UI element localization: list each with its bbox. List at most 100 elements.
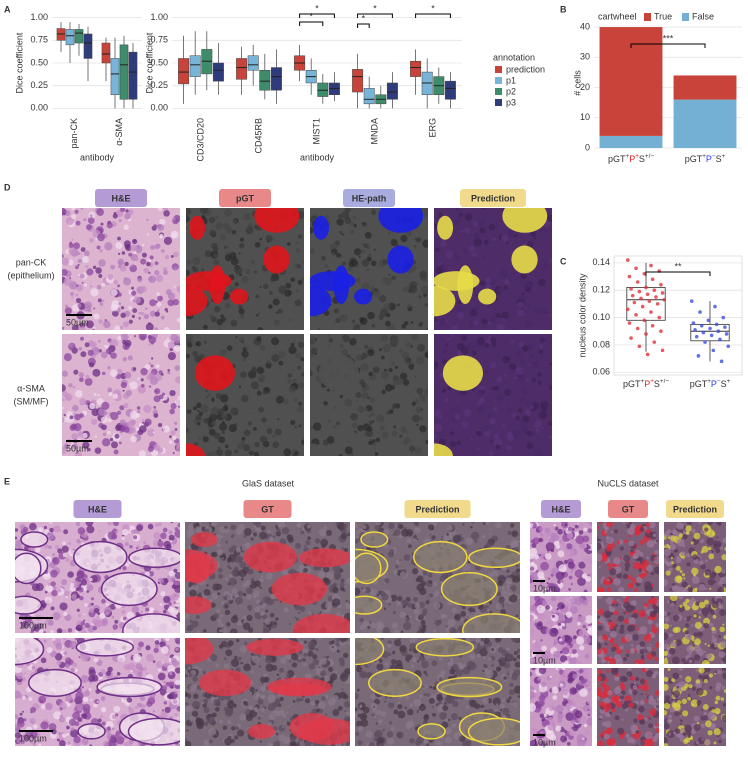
nucleus	[278, 351, 286, 359]
nucleus	[98, 259, 105, 266]
mask-region	[209, 265, 225, 304]
nucleus	[94, 608, 100, 614]
nucleus	[361, 363, 369, 371]
nucleus	[549, 543, 552, 546]
nucleus	[172, 584, 177, 589]
nucleus	[218, 568, 223, 573]
nucleus	[432, 713, 436, 717]
nucleus	[162, 709, 164, 711]
nucleus	[485, 520, 490, 525]
nucleus	[384, 701, 386, 703]
nucleus	[361, 382, 366, 387]
nucleus	[405, 723, 412, 730]
nucleus	[169, 571, 175, 577]
nucleus	[184, 738, 187, 741]
nucleus	[516, 615, 518, 617]
nucleus	[723, 537, 729, 543]
nucleus	[92, 369, 100, 377]
nucleus	[332, 709, 339, 716]
nucleus	[80, 274, 85, 279]
nucleus	[168, 352, 176, 360]
legend-label: True	[654, 11, 672, 21]
nucleus	[388, 523, 394, 529]
nucleus	[431, 434, 437, 440]
nucleus	[121, 536, 125, 540]
nucleus	[408, 544, 412, 548]
significance-label: *	[431, 3, 435, 13]
nucleus	[154, 244, 159, 249]
nucleus	[347, 711, 351, 715]
nucleus	[559, 540, 561, 542]
nucleus	[65, 596, 67, 598]
scale-label: 50µm	[66, 443, 89, 453]
legend-swatch	[682, 13, 689, 21]
nucleus	[125, 563, 129, 567]
nucleus	[515, 350, 521, 356]
legend-swatch	[495, 66, 502, 73]
nucleus	[110, 352, 117, 359]
nucleus	[339, 454, 342, 457]
nucleus	[506, 584, 510, 588]
nucleus	[119, 219, 122, 222]
nucleus	[388, 232, 391, 235]
nucleus	[23, 718, 26, 721]
nucleus	[416, 237, 421, 242]
nucleus	[489, 224, 495, 230]
nucleus	[33, 744, 36, 747]
nucleus	[187, 624, 193, 630]
nucleus	[266, 664, 274, 672]
nucleus	[43, 631, 45, 633]
nucleus	[379, 295, 386, 302]
nucleus	[351, 259, 358, 266]
nucleus	[192, 701, 200, 709]
nucleus	[220, 234, 226, 240]
nucleus	[76, 284, 79, 287]
nucleus	[215, 664, 219, 668]
nucleus	[171, 255, 174, 258]
nucleus	[44, 526, 47, 529]
nucleus	[57, 628, 63, 634]
nucleus	[342, 688, 344, 690]
nucleus	[419, 417, 423, 421]
panel-label: C	[560, 256, 567, 266]
mask-region	[416, 639, 473, 656]
nucleus	[254, 580, 260, 586]
nucleus	[133, 535, 137, 539]
nucleus	[172, 436, 176, 440]
nucleus	[644, 586, 652, 594]
y-axis-label: # cells	[572, 70, 582, 96]
nucleus	[334, 406, 337, 409]
nucleus	[298, 656, 302, 660]
nucleus	[386, 411, 390, 415]
nucleus	[480, 705, 484, 709]
nucleus	[477, 389, 485, 397]
significance-bracket	[358, 24, 370, 28]
nucleus	[587, 545, 591, 549]
nucleus	[235, 726, 239, 730]
nucleus	[515, 662, 521, 668]
nucleus	[356, 354, 363, 361]
nucleus	[23, 527, 28, 532]
nucleus	[198, 721, 203, 726]
nucleus	[127, 697, 132, 702]
nucleus	[613, 578, 621, 586]
nucleus	[595, 525, 600, 530]
nucleus	[287, 535, 294, 542]
nucleus	[78, 259, 82, 263]
nucleus	[583, 527, 587, 531]
nucleus	[352, 693, 358, 699]
box	[248, 56, 258, 71]
nucleus	[87, 308, 91, 312]
nucleus	[502, 424, 505, 427]
nucleus	[82, 282, 84, 284]
nucleus	[531, 561, 535, 565]
nucleus	[647, 557, 650, 560]
nucleus	[171, 658, 177, 664]
nucleus	[75, 294, 78, 297]
nucleus	[248, 421, 252, 425]
nucleus	[101, 696, 106, 701]
nucleus	[490, 439, 493, 442]
nucleus	[450, 669, 456, 675]
box	[178, 58, 188, 83]
nucleus	[196, 414, 202, 420]
